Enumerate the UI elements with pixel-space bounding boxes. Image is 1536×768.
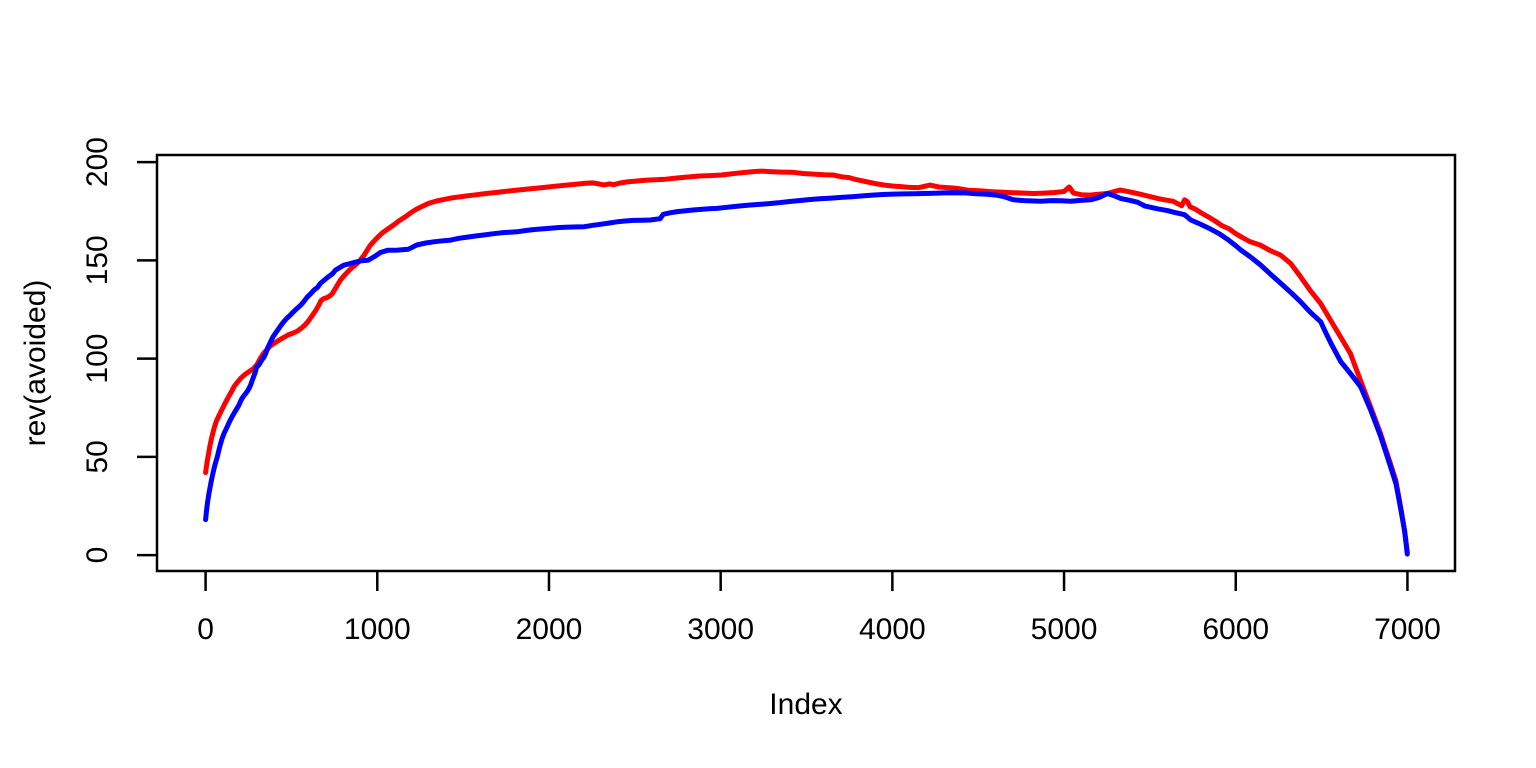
- y-tick-label: 150: [81, 235, 114, 285]
- series-layer: [203, 168, 1410, 557]
- x-tick-label: 4000: [859, 613, 926, 646]
- blue-line: [203, 190, 1410, 557]
- y-tick-label: 200: [81, 137, 114, 187]
- x-tick-label: 2000: [516, 613, 583, 646]
- plot-box: [155, 153, 1457, 573]
- red-line: [203, 168, 1410, 555]
- y-tick-label: 0: [81, 547, 114, 564]
- x-tick-label: 7000: [1374, 613, 1441, 646]
- y-tick-label: 100: [81, 334, 114, 384]
- y-tick-label: 50: [81, 440, 114, 473]
- x-tick-label: 6000: [1202, 613, 1269, 646]
- axes-layer: 0 1000 2000 3000 4000 5000 6000 7000 0 50 100 150 20…: [81, 137, 1457, 646]
- x-tick-label: 0: [197, 613, 214, 646]
- x-tick-label: 5000: [1031, 613, 1098, 646]
- x-tick-label: 3000: [687, 613, 754, 646]
- y-axis-title: rev(avoided): [19, 280, 52, 447]
- x-tick-label: 1000: [344, 613, 411, 646]
- x-axis-title: Index: [769, 688, 842, 721]
